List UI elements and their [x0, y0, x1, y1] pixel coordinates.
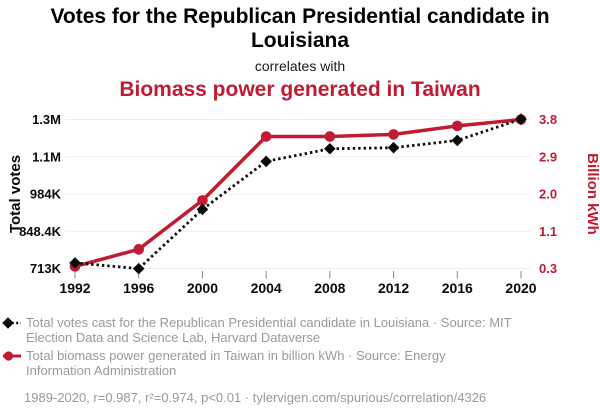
- biomass-data-point: [451, 120, 463, 132]
- votes-data-point: [132, 262, 145, 275]
- legend-item-votes: Total votes cast for the Republican Pres…: [2, 315, 600, 345]
- votes-data-point: [69, 257, 81, 269]
- right-tick-label: 2.9: [539, 149, 557, 164]
- left-tick-label: 848.4K: [19, 224, 62, 239]
- x-tick-label: 2000: [187, 280, 218, 296]
- left-tick-label: 1.3M: [32, 112, 61, 127]
- votes-data-point: [515, 113, 527, 125]
- left-axis-labels: 1.3M 1.1M 984K 848.4K 713K: [19, 112, 62, 276]
- right-tick-label: 1.1: [539, 224, 557, 239]
- x-tick-label: 2008: [314, 280, 345, 296]
- footer-note: 1989-2020, r=0.987, r²=0.974, p<0.01 · t…: [24, 390, 487, 405]
- chart-header: Votes for the Republican Presidential ca…: [0, 0, 600, 102]
- x-tick-label: 2004: [251, 280, 282, 296]
- legend-item-biomass: Total biomass power generated in Taiwan …: [2, 348, 600, 378]
- right-axis-title: Billion kWh: [584, 153, 600, 235]
- right-tick-label: 0.3: [539, 261, 557, 276]
- x-axis: 1992 1996 2000 2004 2008 2012 2016 2020: [59, 271, 537, 296]
- x-tick-label: 1992: [59, 280, 90, 296]
- subtitle: Biomass power generated in Taiwan: [119, 78, 481, 101]
- left-axis-title: Total votes: [7, 155, 24, 233]
- biomass-data-point: [324, 131, 336, 142]
- votes-data-point: [196, 203, 209, 216]
- right-tick-label: 3.8: [539, 112, 557, 127]
- votes-data-point: [387, 141, 400, 154]
- left-tick-label: 713K: [30, 261, 62, 276]
- biomass-data-point: [133, 244, 145, 255]
- legend-item-label: Total votes cast for the Republican Pres…: [26, 315, 512, 345]
- right-tick-label: 2.0: [539, 187, 557, 202]
- black-diamond-dotted-line-icon: [2, 317, 21, 329]
- legend: Total votes cast for the Republican Pres…: [0, 315, 600, 405]
- legend-item-label: Total biomass power generated in Taiwan …: [26, 348, 446, 378]
- correlation-line-chart: 1992 1996 2000 2004 2008 2012 2016 2020 1.3M 1.1M…: [7, 112, 600, 296]
- x-tick-label: 2012: [378, 280, 409, 296]
- right-axis-labels: 3.8 2.9 2.0 1.1 0.3: [539, 112, 557, 276]
- x-tick-label: 1996: [123, 280, 154, 296]
- votes-data-point: [451, 134, 464, 147]
- biomass-data-point: [260, 131, 272, 142]
- left-tick-label: 1.1M: [32, 149, 61, 164]
- biomass-data-point: [388, 129, 399, 140]
- x-tick-label: 2016: [442, 280, 473, 296]
- x-tick-label: 2020: [505, 280, 536, 296]
- red-circle-solid-line-icon: [3, 351, 21, 361]
- left-tick-label: 984K: [30, 187, 62, 202]
- votes-data-point: [324, 142, 336, 155]
- biomass-data-point: [197, 195, 208, 206]
- votes-data-point: [260, 155, 272, 168]
- page-title: Votes for the Republican Presidential ca…: [50, 5, 550, 52]
- connector-text: correlates with: [254, 58, 346, 74]
